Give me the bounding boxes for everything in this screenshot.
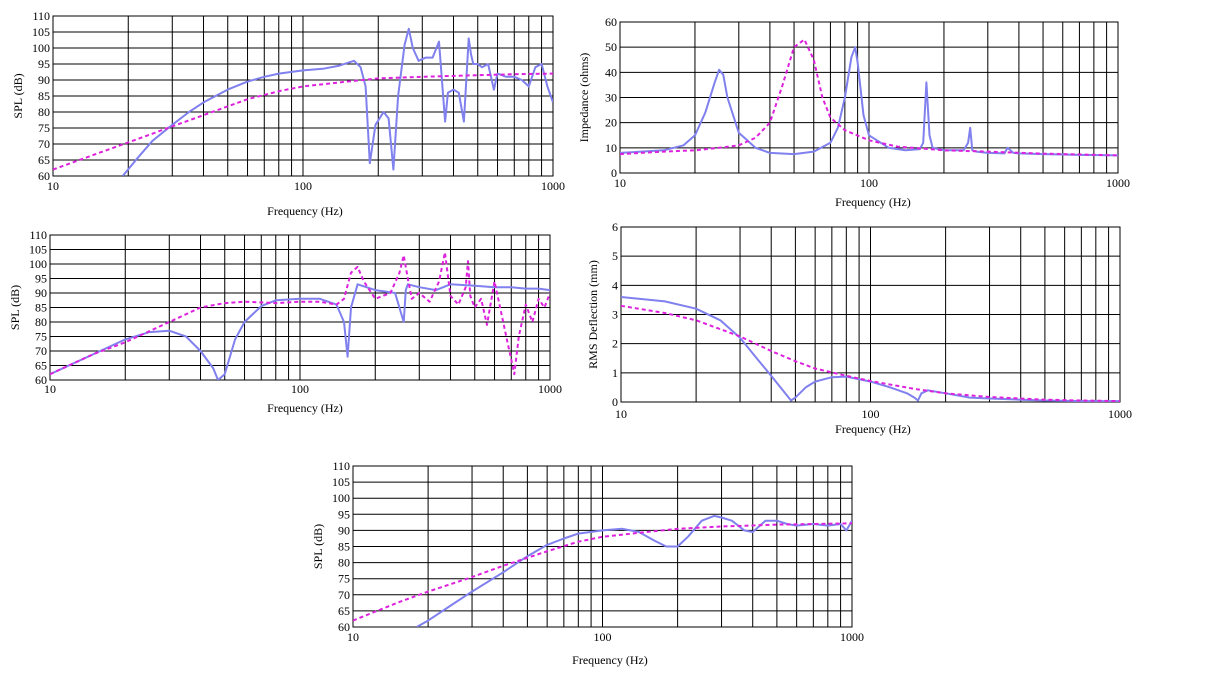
series-line-solid — [621, 296, 1120, 402]
series-line-solid — [121, 27, 553, 176]
y-tick-label: 10 — [605, 141, 617, 155]
y-tick-label: 70 — [35, 344, 47, 358]
y-tick-label: 70 — [38, 137, 50, 151]
x-tick-label: 1000 — [1106, 176, 1130, 190]
chart-4: 0 1 2 3 4 5 6 10 100 1000 Frequency (Hz) RMS Deflec… — [586, 220, 1132, 436]
y-tick-label: 105 — [32, 25, 50, 39]
y-tick-label: 20 — [605, 116, 617, 130]
y-tick-label: 3 — [612, 308, 618, 322]
x-tick-label: 100 — [860, 176, 878, 190]
series-line-dashed — [621, 304, 1120, 402]
y-tick-label: 75 — [338, 572, 350, 586]
chart-1: 60 65 70 75 80 85 90 95 100 105 110 10 100 1000 Freque… — [11, 9, 565, 218]
y-tick-label: 70 — [338, 588, 350, 602]
y-tick-label: 75 — [38, 121, 50, 135]
x-tick-label: 10 — [615, 407, 627, 421]
y-tick-label: 100 — [29, 257, 47, 271]
y-tick-label: 60 — [605, 15, 617, 29]
y-tick-label: 85 — [38, 89, 50, 103]
y-tick-label: 6 — [612, 220, 618, 234]
y-tick-label: 60 — [38, 169, 50, 183]
y-tick-label: 5 — [612, 249, 618, 263]
x-tick-label: 1000 — [538, 382, 562, 396]
y-tick-label: 85 — [35, 301, 47, 315]
series-line-dashed — [353, 522, 852, 622]
y-tick-label: 65 — [38, 153, 50, 167]
series-line-solid — [50, 283, 550, 380]
y-tick-label: 100 — [32, 41, 50, 55]
x-tick-label: 10 — [47, 179, 59, 193]
y-axis-label: RMS Deflection (mm) — [586, 260, 600, 369]
y-tick-label: 105 — [29, 243, 47, 257]
x-tick-label: 10 — [614, 176, 626, 190]
y-tick-label: 100 — [332, 491, 350, 505]
y-tick-label: 90 — [38, 73, 50, 87]
y-axis-label: SPL (dB) — [11, 73, 25, 118]
x-axis-label: Frequency (Hz) — [835, 195, 911, 209]
x-tick-label: 1000 — [1108, 407, 1132, 421]
y-tick-label: 60 — [338, 620, 350, 634]
x-tick-label: 100 — [294, 179, 312, 193]
y-tick-label: 80 — [38, 105, 50, 119]
y-tick-label: 110 — [332, 459, 350, 473]
y-tick-label: 0 — [612, 395, 618, 409]
y-tick-label: 95 — [338, 507, 350, 521]
x-axis-label: Frequency (Hz) — [267, 401, 343, 415]
y-tick-label: 75 — [35, 330, 47, 344]
x-axis-label: Frequency (Hz) — [267, 204, 343, 218]
x-tick-label: 1000 — [541, 179, 565, 193]
y-tick-label: 80 — [35, 315, 47, 329]
y-axis-label: Impedance (ohms) — [577, 53, 591, 143]
y-tick-label: 30 — [605, 91, 617, 105]
y-tick-label: 40 — [605, 65, 617, 79]
series-line-dashed — [53, 72, 553, 171]
x-tick-label: 10 — [44, 382, 56, 396]
y-tick-label: 95 — [38, 57, 50, 71]
series-line-solid — [620, 46, 1118, 157]
y-axis-label: SPL (dB) — [8, 285, 22, 330]
y-tick-label: 90 — [35, 286, 47, 300]
series-line-dashed — [50, 251, 550, 376]
series-line-solid — [416, 514, 852, 627]
y-tick-label: 65 — [35, 359, 47, 373]
y-tick-label: 0 — [611, 166, 617, 180]
y-tick-label: 1 — [612, 366, 618, 380]
x-tick-label: 100 — [862, 407, 880, 421]
y-tick-label: 90 — [338, 523, 350, 537]
x-axis-label: Frequency (Hz) — [835, 422, 911, 436]
series-line-dashed — [620, 38, 1118, 157]
y-tick-label: 95 — [35, 272, 47, 286]
y-tick-label: 80 — [338, 556, 350, 570]
chart-5: 60 65 70 75 80 85 90 95 100 105 110 10 100 1000 Freque… — [311, 459, 864, 667]
x-tick-label: 100 — [291, 382, 309, 396]
x-tick-label: 10 — [347, 630, 359, 644]
y-tick-label: 105 — [332, 475, 350, 489]
y-tick-label: 60 — [35, 373, 47, 387]
x-axis-label: Frequency (Hz) — [572, 653, 648, 667]
y-tick-label: 50 — [605, 40, 617, 54]
y-tick-label: 65 — [338, 604, 350, 618]
y-tick-label: 85 — [338, 540, 350, 554]
y-axis-label: SPL (dB) — [311, 524, 325, 569]
y-tick-label: 4 — [612, 278, 618, 292]
y-tick-label: 110 — [29, 228, 47, 242]
x-tick-label: 1000 — [840, 630, 864, 644]
y-tick-label: 110 — [32, 9, 50, 23]
y-tick-label: 2 — [612, 337, 618, 351]
x-tick-label: 100 — [594, 630, 612, 644]
